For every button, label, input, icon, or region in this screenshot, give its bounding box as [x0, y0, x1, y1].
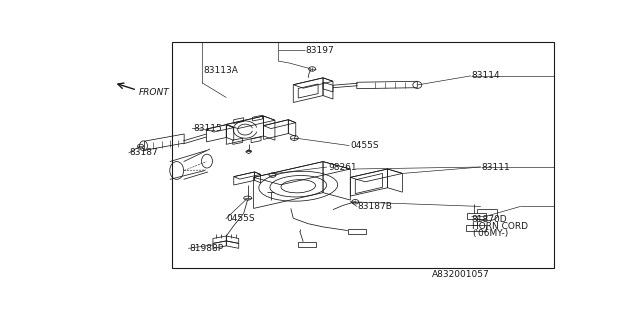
Text: 0455S: 0455S [350, 141, 379, 150]
Text: 83114: 83114 [472, 71, 500, 80]
Text: ('06MY-): ('06MY-) [472, 228, 508, 237]
Text: 98261: 98261 [328, 163, 356, 172]
Text: 83187B: 83187B [358, 202, 392, 211]
Text: 81988P: 81988P [189, 244, 223, 253]
Text: 83111: 83111 [482, 163, 511, 172]
Bar [172, 42, 554, 268]
Text: A832001057: A832001057 [432, 270, 490, 279]
Text: 83187: 83187 [129, 148, 158, 157]
Text: 83115: 83115 [193, 124, 222, 133]
Text: 83113A: 83113A [203, 66, 238, 75]
Text: HORN CORD: HORN CORD [472, 222, 528, 231]
Text: 0455S: 0455S [227, 214, 255, 223]
Text: 81870D: 81870D [472, 215, 508, 224]
Text: 83197: 83197 [306, 46, 335, 55]
Text: FRONT: FRONT [138, 88, 169, 97]
